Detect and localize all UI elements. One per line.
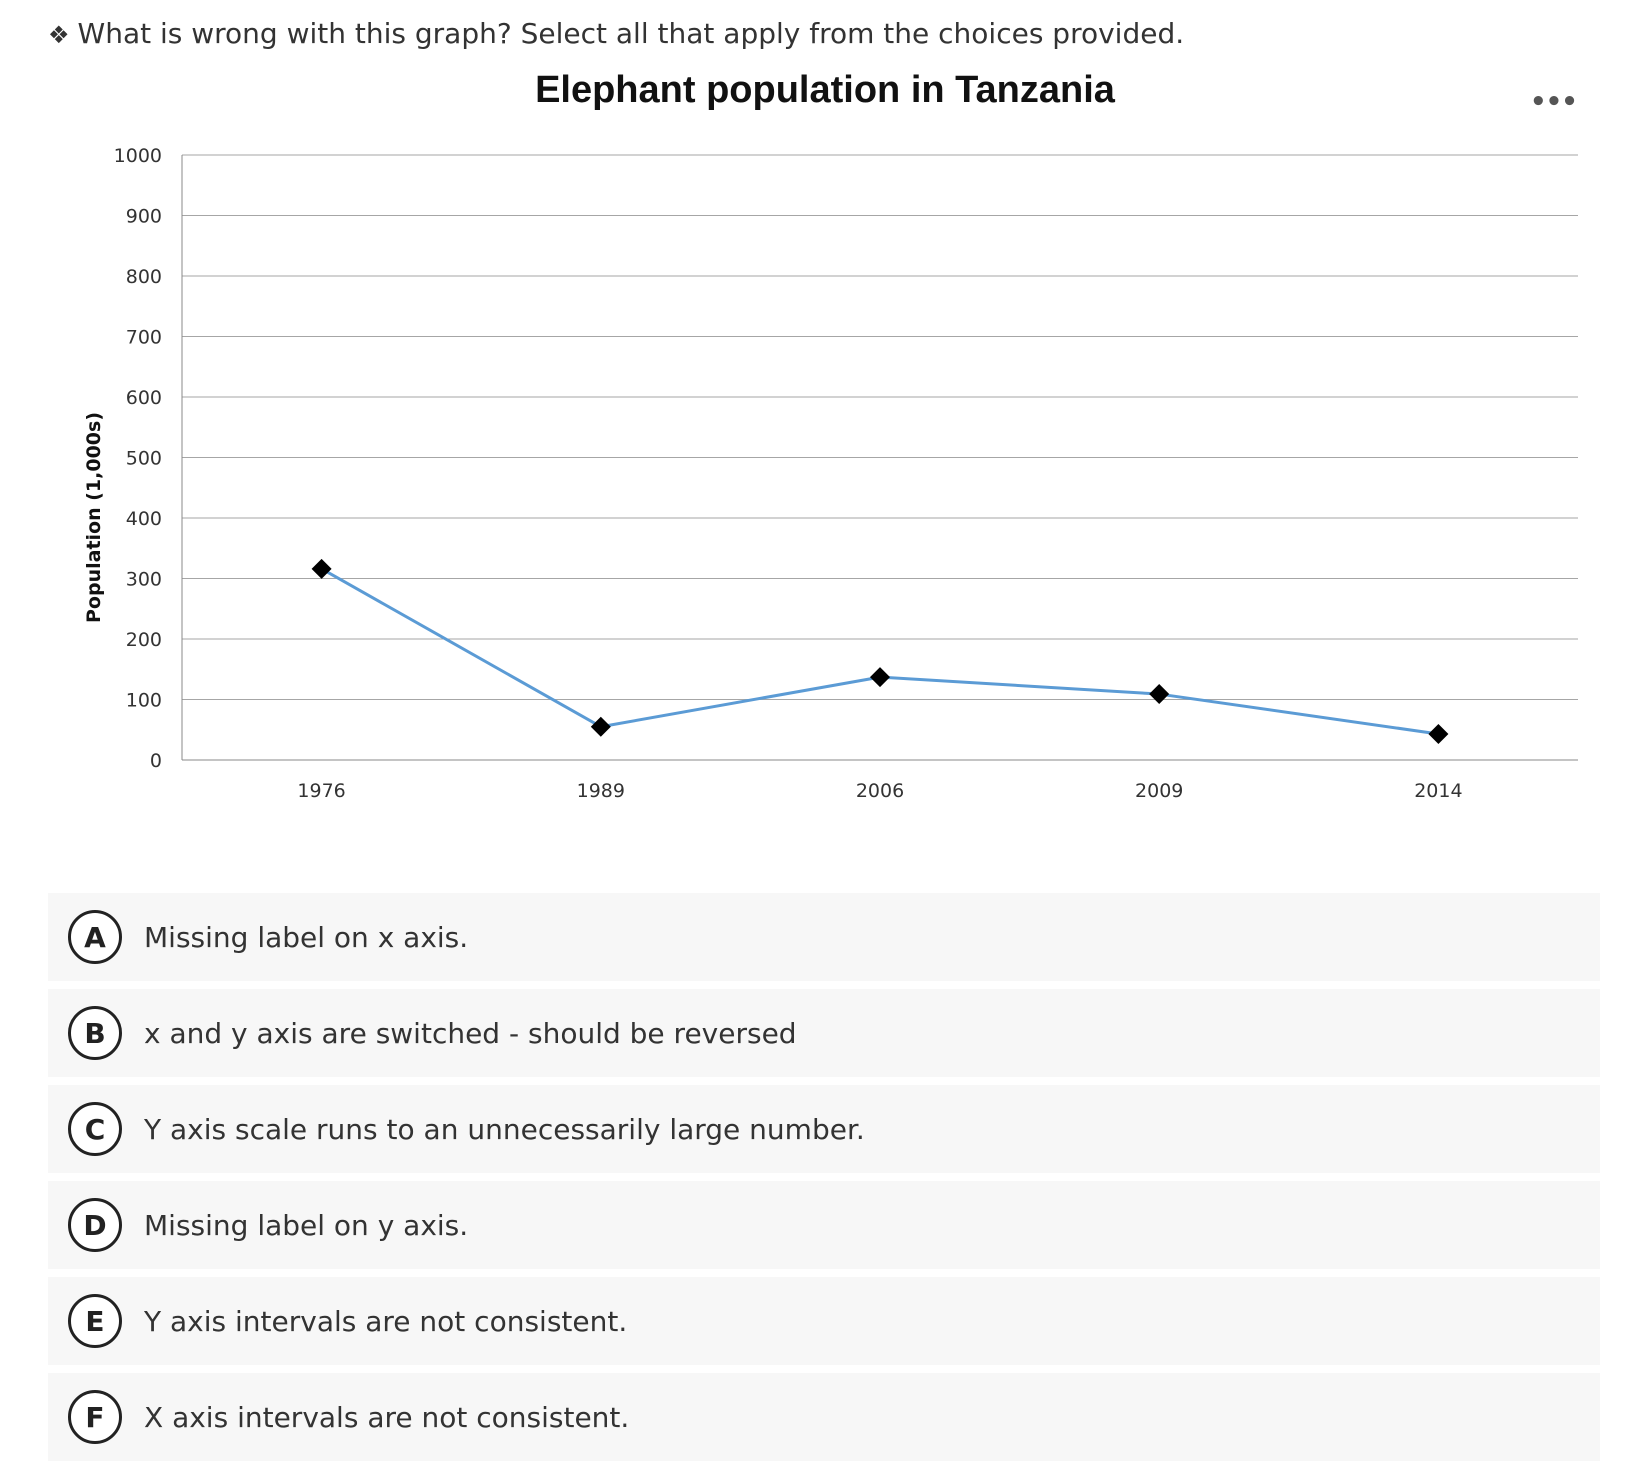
option-a[interactable]: A Missing label on x axis. [48, 893, 1600, 981]
option-c[interactable]: C Y axis scale runs to an unnecessarily … [48, 1085, 1600, 1173]
y-tick-label: 100 [126, 690, 162, 712]
y-tick-label: 600 [126, 387, 162, 409]
line-chart: Elephant population in Tanzania 0 100 200 30… [0, 60, 1640, 840]
question-prompt: ❖ What is wrong with this graph? Select a… [48, 14, 1184, 55]
y-tick-label: 900 [126, 206, 162, 228]
question-text: What is wrong with this graph? Select al… [77, 17, 1185, 50]
series-line [320, 567, 1439, 736]
option-b-text: x and y axis are switched - should be re… [144, 1016, 797, 1050]
data-point [1428, 723, 1449, 744]
option-e-text: Y axis intervals are not consistent. [144, 1304, 628, 1338]
option-b-letter: B [68, 1006, 122, 1060]
option-d[interactable]: D Missing label on y axis. [48, 1181, 1600, 1269]
option-f-letter: F [68, 1390, 122, 1444]
option-c-text: Y axis scale runs to an unnecessarily la… [144, 1112, 865, 1146]
chart-more-options-button[interactable]: ••• [1530, 82, 1578, 122]
y-tick-label: 800 [126, 266, 162, 288]
y-tick-label: 300 [126, 569, 162, 591]
y-axis-title: Population (1,000s) [83, 412, 105, 623]
data-point [311, 558, 332, 579]
option-d-letter: D [68, 1198, 122, 1252]
option-c-letter: C [68, 1102, 122, 1156]
data-point [590, 716, 611, 737]
data-point [870, 667, 890, 688]
y-tick-label: 1000 [114, 145, 162, 167]
y-tick-label: 400 [126, 508, 162, 530]
option-e-letter: E [68, 1294, 122, 1348]
answer-options: A Missing label on x axis. B x and y axi… [48, 893, 1600, 1469]
chart-title: Elephant population in Tanzania [535, 69, 1116, 111]
option-f-text: X axis intervals are not consistent. [144, 1400, 630, 1434]
y-tick-label: 200 [126, 629, 162, 651]
data-point [1149, 684, 1170, 705]
y-tick-label: 500 [126, 448, 162, 470]
option-b[interactable]: B x and y axis are switched - should be … [48, 989, 1600, 1077]
option-a-letter: A [68, 910, 122, 964]
x-tick-label: 2006 [856, 780, 904, 802]
x-tick-label: 2009 [1135, 780, 1183, 802]
x-tick-label: 1989 [577, 780, 625, 802]
bullet-icon: ❖ [48, 21, 70, 49]
option-a-text: Missing label on x axis. [144, 920, 469, 954]
y-tick-label: 0 [150, 750, 162, 772]
x-tick-label: 2014 [1414, 780, 1462, 802]
y-tick-label: 700 [126, 327, 162, 349]
option-d-text: Missing label on y axis. [144, 1208, 469, 1242]
option-e[interactable]: E Y axis intervals are not consistent. [48, 1277, 1600, 1365]
chart-canvas: Elephant population in Tanzania 0 100 200 30… [83, 69, 1578, 802]
x-tick-label: 1976 [297, 780, 345, 802]
option-f[interactable]: F X axis intervals are not consistent. [48, 1373, 1600, 1461]
